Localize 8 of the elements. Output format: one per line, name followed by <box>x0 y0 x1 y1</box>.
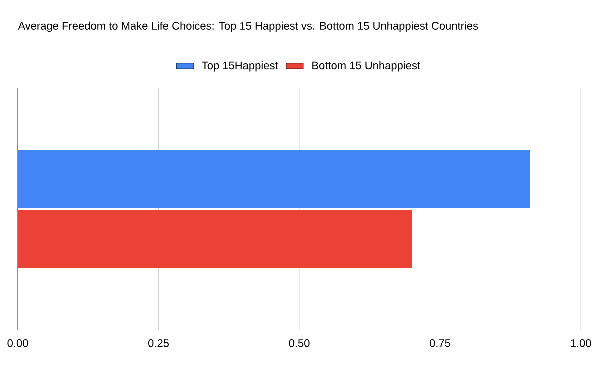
x-tick-label: 0.75 <box>430 340 450 348</box>
x-tick-label: 0.50 <box>289 340 310 348</box>
x-tick-label: 0.00 <box>8 340 28 348</box>
chart-title: Average Freedom to Make Life Choices: Top 15 Happiest vs. Bottom 15 Unhappiest Countries <box>18 22 478 32</box>
x-tick-label: 0.25 <box>148 340 169 348</box>
legend-label: Bottom 15 Unhappiest <box>312 61 420 72</box>
legend-label: Top 15Happiest <box>202 61 278 72</box>
x-tick-label: 1.00 <box>571 340 592 348</box>
